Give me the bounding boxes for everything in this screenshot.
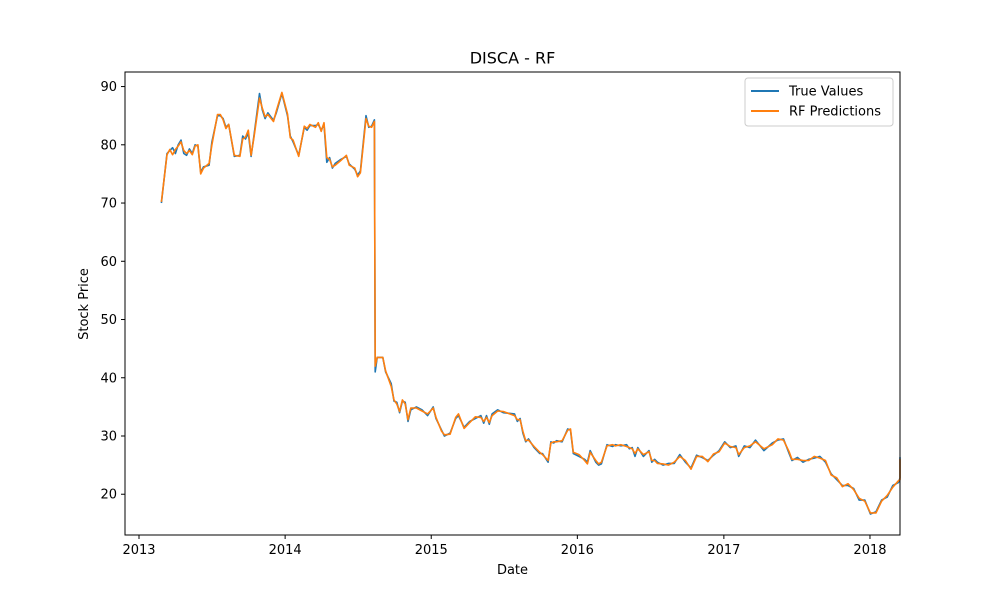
x-tick-label: 2016 [561, 543, 594, 558]
x-tick-label: 2013 [122, 543, 155, 558]
series-lines [160, 91, 901, 515]
x-tick-label: 2014 [269, 543, 302, 558]
x-axis-label: Date [497, 563, 528, 578]
chart-title: DISCA - RF [470, 49, 556, 68]
legend-label-true-values: True Values [788, 85, 863, 100]
y-axis: 20 30 40 50 60 70 80 90 [100, 80, 125, 503]
x-tick-label: 2015 [415, 543, 448, 558]
legend: True Values RF Predictions [744, 77, 894, 127]
y-axis-label: Stock Price [77, 268, 92, 340]
y-tick-label: 90 [100, 80, 117, 95]
legend-box [744, 77, 894, 127]
y-tick-label: 70 [100, 197, 117, 212]
legend-label-rf-predictions: RF Predictions [789, 105, 881, 120]
y-tick-label: 40 [100, 371, 117, 386]
y-tick-label: 80 [100, 138, 117, 153]
plot-frame [124, 71, 901, 536]
y-tick-label: 20 [100, 488, 117, 503]
y-tick-label: 60 [100, 255, 117, 270]
y-tick-label: 30 [100, 429, 117, 444]
x-axis: 2013 2014 2015 2016 2017 2018 [122, 535, 887, 558]
y-tick-label: 50 [100, 313, 117, 328]
x-tick-label: 2018 [853, 543, 886, 558]
series-line-rf-predictions [160, 91, 901, 514]
x-tick-label: 2017 [707, 543, 740, 558]
